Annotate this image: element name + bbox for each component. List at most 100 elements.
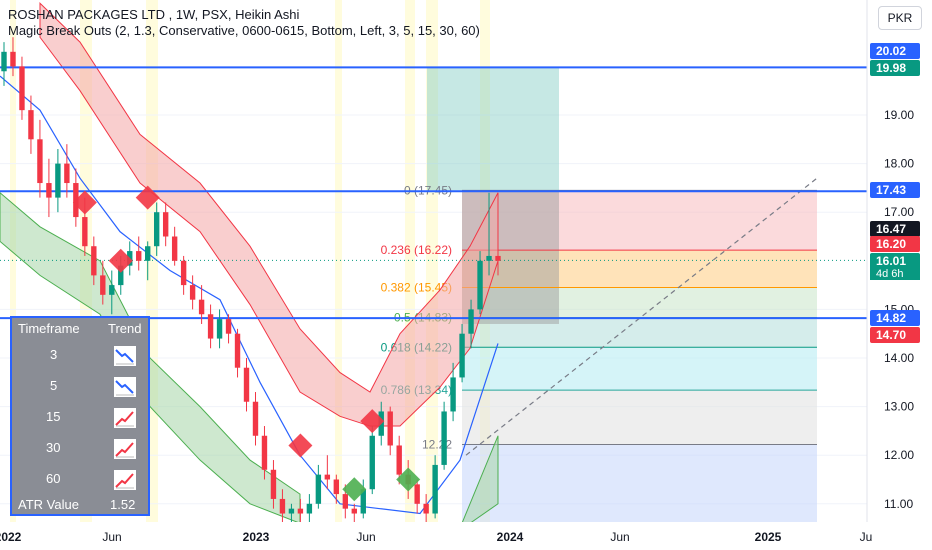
atr-row: ATR Value 1.52 (12, 494, 148, 518)
candle-body (109, 285, 115, 295)
candle-body (324, 474, 331, 480)
uptrend-icon (114, 470, 136, 490)
candle-body (91, 246, 97, 276)
price-tag-label: 19.98 (876, 61, 906, 75)
bearish-breakout-marker (135, 185, 160, 210)
trend-row: 30 (12, 437, 148, 461)
timeframe-value: 3 (50, 347, 58, 362)
price-tag (870, 327, 920, 343)
candle-body (118, 265, 124, 286)
bullish-breakout-marker (342, 477, 367, 502)
candle-body (100, 275, 106, 295)
x-tick-label: 2023 (243, 530, 270, 544)
candle-body (306, 503, 313, 514)
fib-zone (462, 444, 817, 524)
bearish-breakout-marker (288, 433, 313, 458)
candle-body (270, 469, 277, 499)
candle-body (333, 479, 340, 495)
bearish-breakout-marker (108, 248, 133, 273)
x-tick-label: 2025 (755, 530, 782, 544)
x-tick-label: Ju (860, 530, 873, 544)
timeframe-header: Timeframe (18, 321, 80, 336)
candle-body (37, 139, 43, 184)
downtrend-icon (114, 377, 136, 397)
candle-body (207, 314, 214, 339)
candle-body (145, 246, 151, 261)
candle-body (252, 401, 259, 436)
candle-body (342, 494, 349, 509)
price-tag-label: 16.20 (876, 237, 906, 251)
symbol-title: ROSHAN PACKAGES LTD , 1W, PSX, Heikin As… (8, 7, 300, 22)
y-tick-label: 17.00 (884, 205, 914, 219)
y-tick-label: 14.00 (884, 351, 914, 365)
candle-body (153, 212, 160, 247)
bearish-breakout-marker (72, 190, 97, 215)
price-tag (870, 221, 920, 237)
candle-body (136, 251, 142, 261)
position-target-zone (427, 67, 559, 191)
fib-level-label: 0.236 (16.22) (381, 243, 452, 257)
candle-body (180, 260, 187, 286)
fib-zone (462, 390, 817, 445)
candle-body (234, 333, 241, 368)
trend-header: Trend (108, 321, 142, 336)
candle-body (486, 255, 492, 261)
price-tag-label: 16.47 (876, 222, 906, 236)
time-axis (0, 522, 932, 550)
price-tag (870, 60, 920, 76)
bearish-breakout-marker (360, 409, 385, 434)
candle-body (315, 474, 322, 504)
price-tag-label: 14.70 (876, 328, 906, 342)
candle-body (441, 411, 447, 465)
candle-body (1, 51, 7, 72)
currency-button[interactable]: PKR (878, 6, 922, 30)
candle-body (396, 445, 402, 475)
uptrend-icon (114, 408, 136, 428)
candle-body (198, 299, 205, 315)
candle-body (55, 163, 61, 198)
price-tag (870, 253, 920, 269)
x-tick-label: 2024 (497, 530, 524, 544)
candle-body (162, 212, 169, 237)
bullish-breakout-marker (396, 467, 421, 492)
candle-body (243, 367, 250, 402)
x-tick-label: 2022 (0, 530, 22, 544)
price-tag-label: 16.01 (876, 254, 906, 268)
moving-average-line (0, 75, 499, 515)
indicator-title: Magic Break Outs (2, 1.3, Conservative, … (8, 23, 480, 38)
candle-body (279, 498, 286, 514)
x-tick-label: Jun (356, 530, 375, 544)
timeframe-value: 15 (46, 409, 61, 424)
candle-body (225, 319, 232, 334)
y-tick-label: 13.00 (884, 400, 914, 414)
timeframe-value: 60 (46, 471, 61, 486)
candle-body (288, 508, 295, 514)
atr-value: 1.52 (110, 497, 136, 512)
trend-row: 15 (12, 406, 148, 430)
price-tag (870, 43, 920, 59)
candle-body (468, 309, 474, 334)
trend-row: 60 (12, 468, 148, 492)
x-tick-label: Jun (610, 530, 629, 544)
countdown-label: 4d 6h (876, 268, 904, 280)
candle-body (10, 51, 16, 67)
candle-body (82, 217, 88, 247)
atr-label: ATR Value (18, 497, 79, 512)
trend-line (465, 177, 818, 456)
fib-zone (462, 347, 817, 391)
session-highlight (405, 0, 415, 522)
candle-body (171, 236, 178, 261)
candle-body (28, 110, 34, 140)
candle-body (46, 183, 52, 198)
candle-body (459, 333, 465, 378)
trend-table: Timeframe Trend 3 5 15 30 60 ATR Value 1… (10, 316, 150, 516)
candle-body (297, 508, 304, 514)
trend-row: 5 (12, 375, 148, 399)
timeframe-value: 5 (50, 378, 58, 393)
candle-body (189, 285, 196, 300)
countdown-tag (870, 266, 920, 280)
uptrend-icon (114, 439, 136, 459)
price-tag (870, 236, 920, 252)
candle-body (432, 464, 438, 514)
